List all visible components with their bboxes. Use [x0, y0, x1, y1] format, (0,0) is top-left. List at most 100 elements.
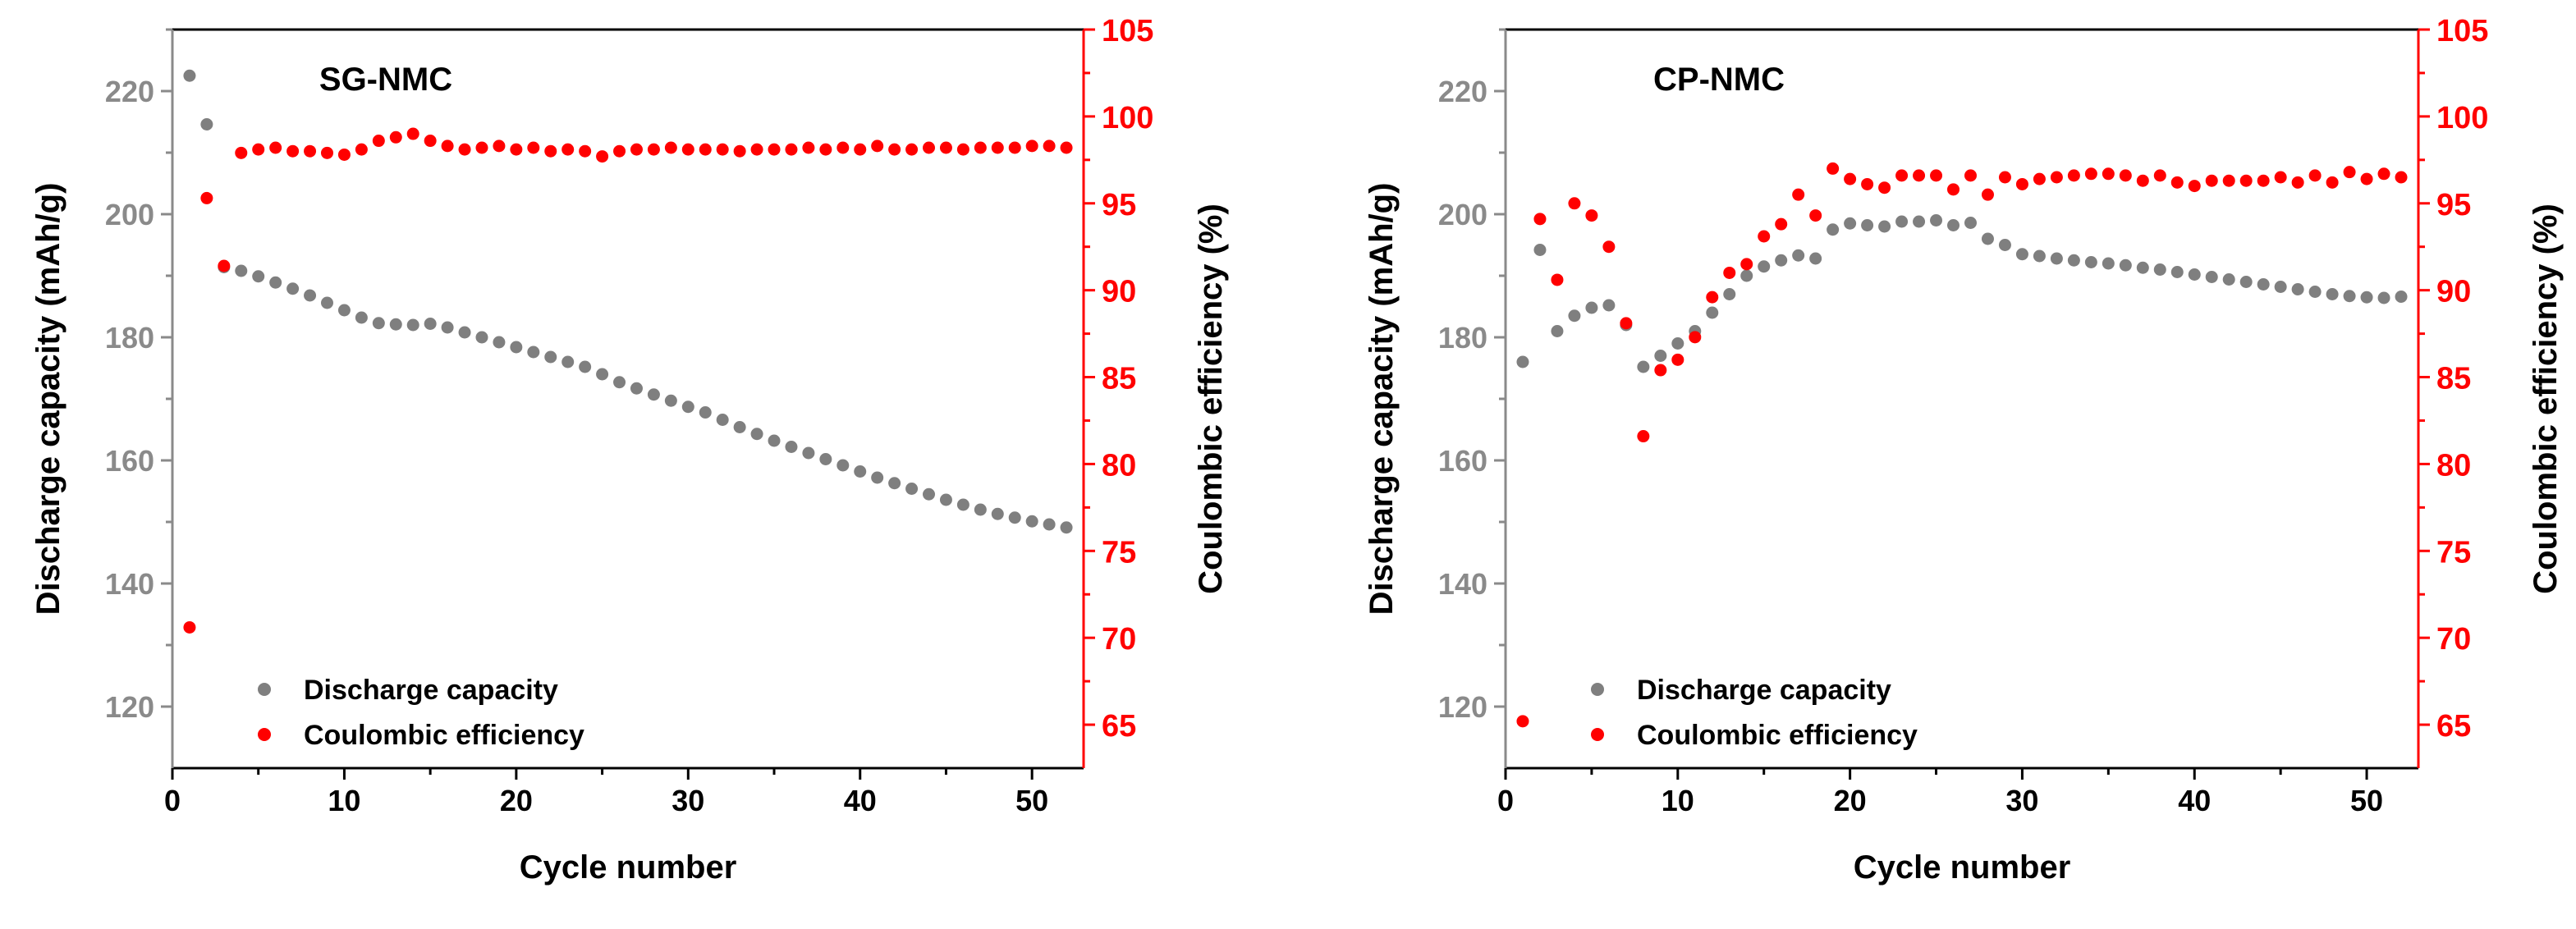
- capacity-point: [1827, 223, 1840, 236]
- capacity-point: [2102, 257, 2115, 270]
- capacity-point: [2326, 288, 2339, 300]
- right-y-tick-label: 70: [1102, 622, 1136, 657]
- efficiency-point: [2084, 167, 2097, 181]
- efficiency-point: [320, 146, 333, 159]
- capacity-point: [819, 453, 832, 465]
- x-tick-label: 50: [1015, 784, 1048, 817]
- efficiency-point: [510, 143, 523, 156]
- capacity-point: [991, 507, 1004, 520]
- efficiency-point: [1043, 140, 1056, 153]
- x-tick-label: 10: [1662, 784, 1694, 817]
- efficiency-point: [681, 143, 694, 156]
- efficiency-point: [2377, 167, 2390, 181]
- efficiency-point: [630, 143, 643, 156]
- capacity-point: [1792, 249, 1805, 262]
- right-y-tick-label: 65: [1102, 709, 1136, 744]
- legend-label: Discharge capacity: [304, 675, 558, 706]
- capacity-point: [235, 264, 248, 277]
- right-y-tick-label: 85: [1102, 362, 1136, 396]
- right-y-axis-title: Coulombic efficiency (%): [1193, 204, 1229, 594]
- right-y-axis-title: Coulombic efficiency (%): [2528, 204, 2564, 594]
- efficiency-point: [1792, 188, 1805, 201]
- capacity-point: [372, 317, 385, 330]
- efficiency-point: [2050, 171, 2063, 184]
- efficiency-point: [733, 144, 746, 158]
- capacity-point: [579, 360, 592, 373]
- capacity-point: [2136, 261, 2149, 274]
- legend-label: Discharge capacity: [1637, 675, 1891, 706]
- legend-marker: [1591, 683, 1604, 696]
- capacity-point: [200, 118, 213, 130]
- efficiency-point: [337, 148, 351, 161]
- chart-cp-nmc: 0 10 20 30 40 50 120 140 160 180 200 220 65 70 75 80 85 9…: [1364, 14, 2564, 886]
- efficiency-point: [200, 191, 213, 204]
- efficiency-point: [1964, 169, 1977, 182]
- capacity-point: [1758, 260, 1771, 273]
- capacity-point: [2188, 268, 2201, 281]
- efficiency-point: [699, 143, 712, 156]
- legend-label: Coulombic efficiency: [1637, 720, 1918, 751]
- capacity-point: [837, 459, 850, 472]
- capacity-point: [1775, 254, 1788, 267]
- efficiency-point: [647, 143, 660, 156]
- right-y-tick-label: 95: [2436, 188, 2471, 222]
- capacity-point: [2274, 281, 2287, 293]
- x-tick-label: 0: [1497, 784, 1514, 817]
- capacity-point: [269, 276, 282, 289]
- capacity-point: [1671, 337, 1684, 350]
- efficiency-point: [750, 143, 763, 156]
- efficiency-point: [1775, 217, 1788, 231]
- capacity-point: [1025, 515, 1038, 528]
- right-y-tick-label: 90: [1102, 275, 1136, 309]
- efficiency-point: [424, 135, 437, 148]
- x-tick-label: 20: [500, 784, 533, 817]
- efficiency-point: [1620, 317, 1633, 330]
- capacity-point: [1964, 217, 1977, 229]
- efficiency-point: [1947, 183, 1960, 196]
- capacity-point: [871, 471, 884, 484]
- left-y-tick-label: 200: [105, 198, 154, 231]
- efficiency-point: [561, 143, 575, 156]
- efficiency-point: [2153, 169, 2166, 182]
- capacity-point: [458, 326, 471, 339]
- efficiency-point: [235, 146, 248, 159]
- capacity-point: [785, 441, 798, 453]
- efficiency-point: [1060, 141, 1073, 154]
- efficiency-point: [1723, 266, 1736, 279]
- x-tick-label: 30: [2005, 784, 2038, 817]
- capacity-point: [475, 331, 488, 344]
- efficiency-point: [2188, 180, 2201, 193]
- efficiency-point: [2308, 169, 2322, 182]
- capacity-point: [1723, 288, 1736, 300]
- capacity-point: [1568, 309, 1581, 323]
- efficiency-point: [991, 141, 1004, 154]
- x-axis-title: Cycle number: [1854, 849, 2071, 886]
- left-y-tick-label: 200: [1438, 198, 1487, 231]
- right-y-tick-label: 80: [1102, 448, 1136, 483]
- capacity-point: [1740, 269, 1753, 282]
- x-tick-label: 0: [164, 784, 181, 817]
- capacity-point: [1913, 215, 1926, 228]
- efficiency-point: [2222, 174, 2235, 187]
- capacity-point: [1809, 252, 1822, 265]
- efficiency-point: [1602, 240, 1616, 254]
- efficiency-point: [1689, 331, 1702, 344]
- efficiency-point: [406, 127, 419, 140]
- capacity-point: [2170, 266, 2184, 278]
- capacity-point: [320, 296, 333, 309]
- right-y-tick-label: 75: [2436, 535, 2471, 570]
- left-y-tick-label: 120: [1438, 690, 1487, 724]
- capacity-point: [1637, 360, 1650, 373]
- capacity-point: [905, 483, 919, 495]
- efficiency-point: [956, 143, 969, 156]
- capacity-point: [2308, 286, 2322, 298]
- capacity-point: [527, 346, 540, 359]
- efficiency-point: [441, 140, 454, 153]
- efficiency-point: [2395, 171, 2408, 184]
- capacity-point: [544, 350, 557, 364]
- capacity-point: [1533, 244, 1547, 256]
- capacity-point: [337, 304, 351, 317]
- efficiency-point: [1654, 364, 1667, 377]
- efficiency-point: [475, 141, 488, 154]
